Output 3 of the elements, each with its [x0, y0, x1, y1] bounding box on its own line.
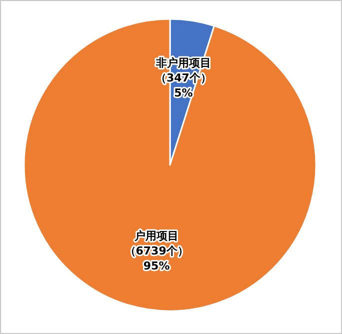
- pie-slice: [23, 18, 317, 312]
- data-label: （6739个） 95%: [124, 244, 188, 273]
- slice-label: 户用项目: [134, 230, 179, 243]
